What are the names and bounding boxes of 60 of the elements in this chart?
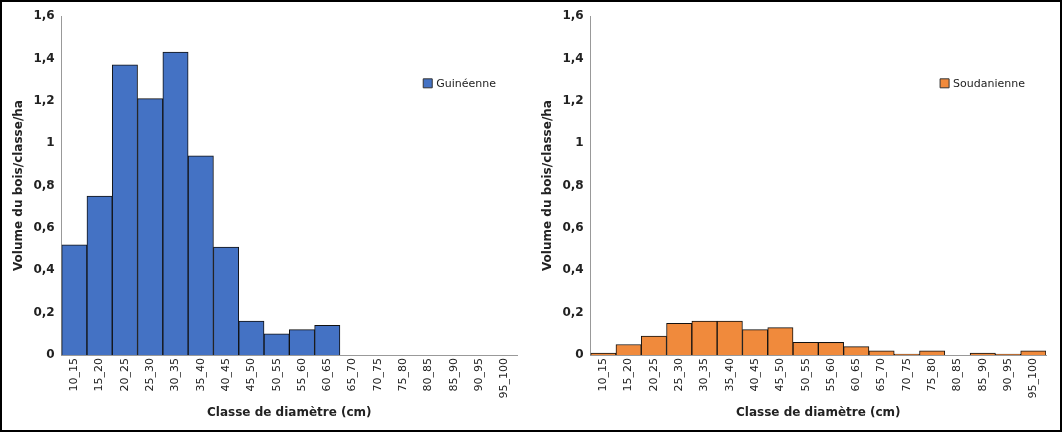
x-tick-label: 65_70: [345, 358, 359, 392]
x-tick-label: 50_55: [269, 358, 283, 392]
x-tick-label: 20_25: [646, 358, 660, 392]
x-tick-label: 75_80: [396, 358, 410, 392]
y-tick-label: 0,8: [33, 177, 55, 192]
y-tick-label: 0: [575, 347, 584, 362]
x-tick-label: 35_40: [722, 358, 736, 392]
x-tick-label: 90_95: [471, 358, 485, 392]
y-tick-label: 1,4: [33, 50, 55, 65]
x-tick-label: 30_35: [168, 358, 182, 392]
x-tick-label: 55_60: [294, 358, 308, 392]
x-tick-label: 70_75: [899, 358, 913, 392]
x-tick-label: 25_30: [672, 358, 686, 392]
x-tick-label: 25_30: [143, 358, 157, 392]
x-tick-label: 65_70: [874, 358, 888, 392]
y-tick-label: 1: [575, 135, 584, 150]
y-tick-label: 0,4: [33, 262, 55, 277]
x-tick-label: 30_35: [697, 358, 711, 392]
x-axis-title: Classe de diamètre (cm): [207, 404, 372, 419]
x-tick-label: 40_45: [218, 358, 232, 392]
y-axis-title: Volume du bois/classe/ha: [540, 100, 555, 272]
x-tick-label: 85_90: [446, 358, 460, 392]
x-tick-label: 35_40: [193, 358, 207, 392]
x-tick-label: 10_15: [67, 358, 81, 392]
x-tick-label: 90_95: [1000, 358, 1014, 392]
x-tick-label: 15_20: [92, 358, 106, 392]
y-tick-label: 1,6: [562, 8, 584, 23]
legend-label: Soudanienne: [953, 76, 1026, 90]
x-tick-label: 20_25: [117, 358, 131, 392]
x-tick-label: 60_65: [849, 358, 863, 392]
x-tick-label: 40_45: [747, 358, 761, 392]
legend-label: Guinéenne: [436, 76, 497, 90]
x-tick-label: 95_100: [1026, 358, 1040, 399]
x-tick-label: 45_50: [244, 358, 258, 392]
x-tick-label: 95_100: [497, 358, 511, 399]
y-tick-label: 1,2: [33, 92, 55, 107]
x-tick-label: 70_75: [370, 358, 384, 392]
y-tick-label: 0,6: [33, 220, 55, 235]
x-tick-label: 80_85: [421, 358, 435, 392]
y-tick-label: 1,4: [562, 50, 584, 65]
x-tick-label: 80_85: [950, 358, 964, 392]
y-tick-label: 0,2: [33, 304, 55, 319]
y-tick-label: 0,8: [562, 177, 584, 192]
y-tick-label: 0,6: [562, 220, 584, 235]
x-tick-label: 50_55: [798, 358, 812, 392]
x-tick-label: 10_15: [596, 358, 610, 392]
y-tick-label: 0,2: [562, 304, 584, 319]
y-tick-label: 0: [46, 347, 55, 362]
x-axis-title: Classe de diamètre (cm): [736, 404, 901, 419]
x-tick-label: 85_90: [975, 358, 989, 392]
x-tick-label: 60_65: [320, 358, 334, 392]
x-tick-label: 55_60: [823, 358, 837, 392]
y-tick-label: 1,2: [562, 92, 584, 107]
x-tick-label: 75_80: [925, 358, 939, 392]
x-tick-label: 15_20: [621, 358, 635, 392]
y-tick-label: 1,6: [33, 8, 55, 23]
y-tick-label: 1: [46, 135, 55, 150]
x-tick-label: 45_50: [773, 358, 787, 392]
y-axis-title: Volume du bois/classe/ha: [11, 100, 26, 272]
y-tick-label: 0,4: [562, 262, 584, 277]
